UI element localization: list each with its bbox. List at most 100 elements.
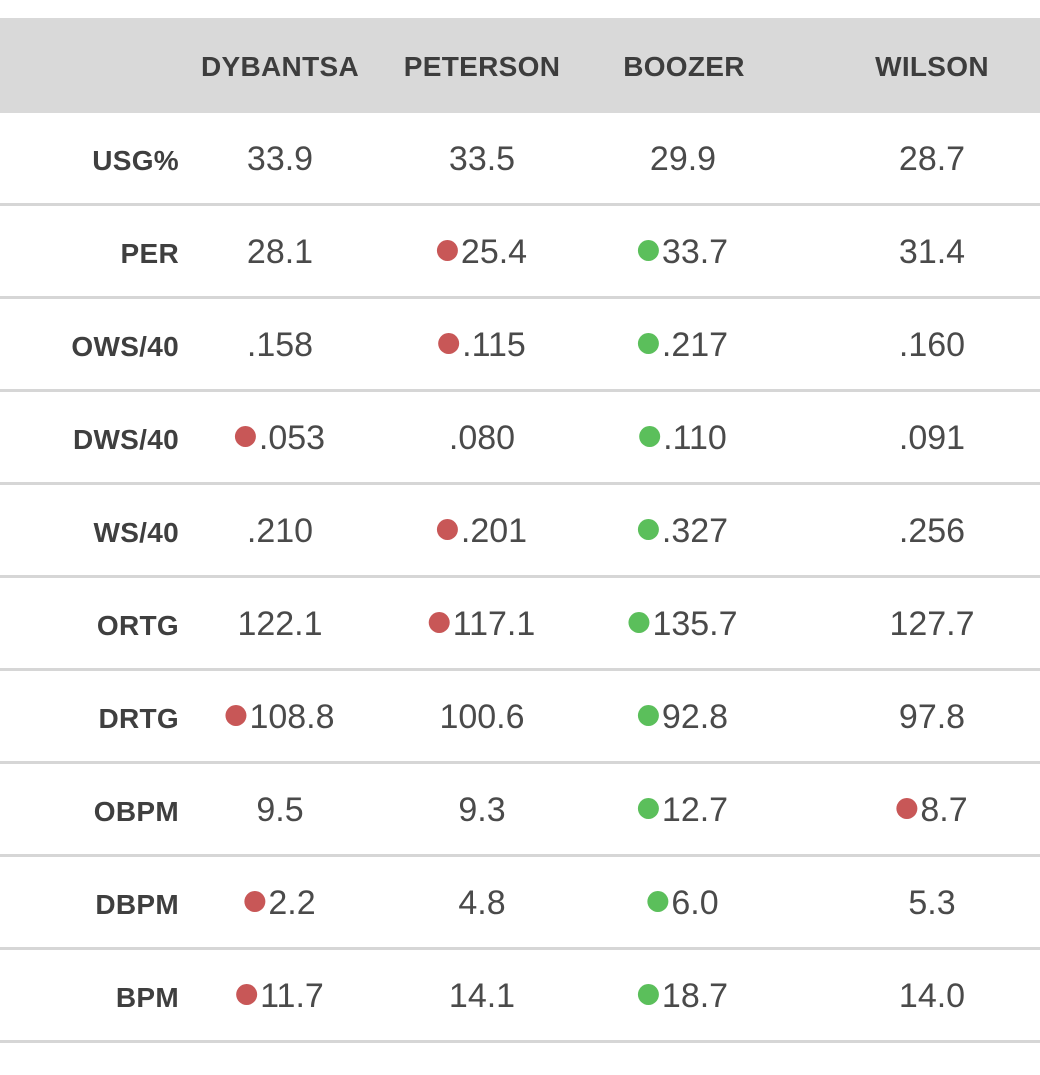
red-dot-icon	[436, 240, 458, 261]
table-row: DWS/40 .053 .080 .110 .091	[0, 392, 1040, 485]
green-dot-icon	[637, 705, 659, 726]
table-cell: 2.2	[244, 857, 316, 947]
cell-value: .091	[898, 419, 966, 457]
cell-value: .115	[462, 326, 526, 364]
cell-value: 14.0	[898, 977, 966, 1015]
column-header-peterson: PETERSON	[403, 51, 561, 82]
table-row: OWS/40 .158 .115 .217 .160	[0, 299, 1040, 392]
table-cell: 12.7	[637, 764, 729, 854]
row-label: OBPM	[93, 796, 179, 827]
cell-value: .217	[661, 326, 729, 364]
table-cell: 6.0	[647, 857, 719, 947]
table-cell: 28.7	[899, 113, 965, 203]
stats-comparison-table: DYBANTSA PETERSON BOOZER WILSON USG% 33.9…	[0, 18, 1040, 1043]
cell-value: 8.7	[920, 791, 968, 829]
table-cell: 14.1	[449, 950, 515, 1040]
table-row: PER 28.1 25.4 33.7 31.4	[0, 206, 1040, 299]
column-header-wilson: WILSON	[875, 51, 989, 82]
table-cell: 9.5	[256, 764, 303, 854]
table-cell: 14.0	[899, 950, 965, 1040]
table-cell: .091	[899, 392, 965, 482]
cell-value: 127.7	[889, 605, 975, 643]
table-row: DBPM 2.2 4.8 6.0 5.3	[0, 857, 1040, 950]
table-cell: 127.7	[889, 578, 974, 668]
cell-value: 31.4	[898, 233, 966, 271]
red-dot-icon	[428, 612, 450, 633]
table-cell: 4.8	[458, 857, 505, 947]
table-cell: .256	[899, 485, 965, 575]
table-cell: 33.7	[637, 206, 729, 296]
red-dot-icon	[244, 891, 266, 912]
table-cell: .158	[247, 299, 313, 389]
cell-value: 2.2	[268, 884, 316, 922]
green-dot-icon	[637, 519, 659, 540]
table-row: WS/40 .210 .201 .327 .256	[0, 485, 1040, 578]
row-label: OWS/40	[71, 331, 179, 362]
table-cell: .327	[637, 485, 729, 575]
cell-value: 6.0	[671, 884, 719, 922]
table-cell: 117.1	[428, 578, 536, 668]
table-cell: .080	[449, 392, 515, 482]
table-cell: .160	[899, 299, 965, 389]
table-cell: 29.9	[650, 113, 716, 203]
cell-value: 108.8	[249, 698, 335, 736]
column-header-boozer: BOOZER	[623, 51, 745, 82]
cell-value: 9.5	[256, 791, 304, 829]
red-dot-icon	[438, 333, 460, 354]
row-label: PER	[120, 238, 179, 269]
row-label: DWS/40	[72, 424, 179, 455]
cell-value: 28.7	[898, 140, 966, 178]
table-cell: 18.7	[637, 950, 729, 1040]
table-cell: 25.4	[436, 206, 527, 296]
table-cell: 122.1	[237, 578, 322, 668]
table-cell: .210	[247, 485, 313, 575]
cell-value: 33.7	[661, 233, 729, 271]
table-cell: .217	[637, 299, 729, 389]
cell-value: .201	[460, 512, 528, 550]
table-cell: 92.8	[637, 671, 729, 761]
cell-value: 18.7	[661, 977, 729, 1015]
cell-value: 9.3	[458, 791, 506, 829]
table-row: BPM 11.7 14.1 18.7 14.0	[0, 950, 1040, 1043]
green-dot-icon	[639, 426, 661, 447]
table-cell: 97.8	[899, 671, 965, 761]
green-dot-icon	[637, 984, 659, 1005]
table-cell: .115	[438, 299, 526, 389]
cell-value: 28.1	[246, 233, 314, 271]
cell-value: 29.9	[649, 140, 717, 178]
cell-value: 117.1	[452, 605, 536, 643]
red-dot-icon	[236, 984, 258, 1005]
table-cell: 5.3	[908, 857, 955, 947]
row-label: BPM	[115, 982, 179, 1013]
cell-value: 12.7	[661, 791, 729, 829]
cell-value: 135.7	[652, 605, 738, 643]
cell-value: .158	[246, 326, 314, 364]
table-cell: 28.1	[247, 206, 313, 296]
red-dot-icon	[234, 426, 256, 447]
table-cell: 100.6	[439, 671, 524, 761]
table-cell: 9.3	[458, 764, 505, 854]
table-cell: 108.8	[225, 671, 335, 761]
table-row: OBPM 9.5 9.3 12.7 8.7	[0, 764, 1040, 857]
cell-value: .256	[898, 512, 966, 550]
table-cell: 33.5	[449, 113, 515, 203]
cell-value: 4.8	[458, 884, 506, 922]
cell-value: .110	[663, 419, 727, 457]
row-label: DBPM	[95, 889, 179, 920]
cell-value: .053	[258, 419, 326, 457]
cell-value: .327	[661, 512, 729, 550]
cell-value: 11.7	[260, 977, 324, 1015]
cell-value: 33.5	[448, 140, 516, 178]
table-cell: 8.7	[896, 764, 968, 854]
cell-value: 92.8	[661, 698, 729, 736]
row-label: ORTG	[96, 610, 179, 641]
column-header-dybantsa: DYBANTSA	[201, 51, 359, 82]
red-dot-icon	[436, 519, 458, 540]
red-dot-icon	[225, 705, 247, 726]
red-dot-icon	[896, 798, 918, 819]
row-label: USG%	[92, 145, 179, 176]
green-dot-icon	[647, 891, 669, 912]
table-header-row: DYBANTSA PETERSON BOOZER WILSON	[0, 18, 1040, 113]
table-cell: 33.9	[247, 113, 313, 203]
green-dot-icon	[637, 798, 659, 819]
